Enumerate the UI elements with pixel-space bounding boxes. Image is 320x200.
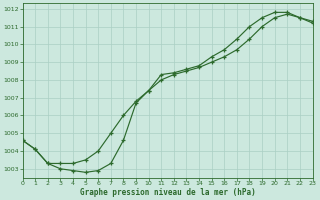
- X-axis label: Graphe pression niveau de la mer (hPa): Graphe pression niveau de la mer (hPa): [80, 188, 255, 197]
